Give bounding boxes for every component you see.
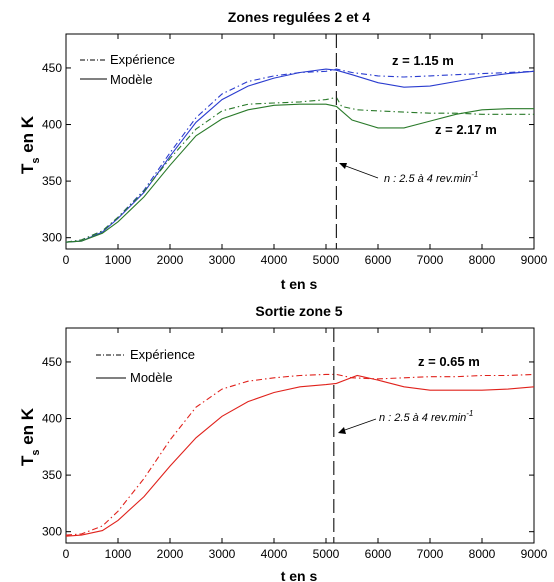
chart-panel-bottom: Sortie zone 5 t en s Ts en K 0 1000 2000 30…	[18, 303, 548, 582]
series-line-experience-2	[65, 96, 534, 243]
series-line-modele-1	[65, 374, 535, 537]
series-line-modele-1	[65, 68, 535, 243]
annotation-main: n : 2.5 à 4 rev.min	[379, 412, 466, 424]
annotation-arrow-line	[341, 418, 377, 432]
x-tick-label: 6000	[365, 253, 392, 267]
x-tick-label: 6000	[365, 547, 392, 561]
y-axis-label-unit: en K	[18, 115, 37, 157]
y-axis-label-unit: en K	[18, 407, 37, 449]
legend-label-experience: Expérience	[110, 52, 175, 67]
legend: Expérience Modèle	[80, 52, 175, 87]
y-tick-label: 450	[42, 355, 62, 369]
chart-title: Zones regulées 2 et 4	[228, 9, 371, 25]
y-tick-label: 400	[42, 118, 62, 132]
series-line-experience-0	[65, 373, 535, 536]
series-label-z065: z = 0.65 m	[418, 354, 480, 369]
annotation-text: n : 2.5 à 4 rev.min-1	[384, 170, 478, 185]
legend-label-experience: Expérience	[130, 347, 195, 362]
x-tick-label: 5000	[313, 253, 340, 267]
y-axis-label-subscript: s	[30, 158, 42, 164]
annotation-superscript: -1	[471, 170, 478, 179]
annotation-arrow-line	[342, 164, 379, 179]
x-tick-label: 2000	[157, 253, 184, 267]
y-tick-label: 350	[42, 468, 62, 482]
legend: Expérience Modèle	[96, 347, 195, 385]
x-tick-label: 4000	[261, 253, 288, 267]
series-label-z115: z = 1.15 m	[392, 53, 454, 68]
series-layer	[65, 373, 535, 537]
x-tick-label: 7000	[417, 253, 444, 267]
axis-ticks: 0 1000 2000 3000 4000 5000 6000 7000 8000 9000 300…	[42, 34, 548, 267]
series-label-z217: z = 2.17 m	[435, 122, 497, 137]
rpm-annotation: n : 2.5 à 4 rev.min-1	[339, 163, 478, 185]
annotation-text: n : 2.5 à 4 rev.min-1	[379, 409, 473, 424]
x-tick-label: 3000	[209, 547, 236, 561]
x-axis-label: t en s	[281, 276, 318, 292]
x-tick-label: 1000	[105, 547, 132, 561]
x-tick-label: 7000	[417, 547, 444, 561]
y-tick-label: 400	[42, 412, 62, 426]
x-tick-label: 9000	[521, 253, 548, 267]
x-tick-label: 5000	[313, 547, 340, 561]
x-tick-label: 8000	[469, 547, 496, 561]
y-tick-label: 350	[42, 174, 62, 188]
series-line-modele-3	[65, 103, 534, 243]
x-tick-label: 3000	[209, 253, 236, 267]
plot-frame	[65, 33, 535, 250]
arrow-head-icon	[339, 163, 347, 169]
chart-panel-top: Zones regulées 2 et 4 t en s Ts en K 0 10…	[18, 9, 548, 292]
annotation-main: n : 2.5 à 4 rev.min	[384, 173, 471, 185]
series-layer	[65, 68, 535, 243]
y-tick-label: 450	[42, 61, 62, 75]
y-tick-label: 300	[42, 231, 62, 245]
x-tick-label: 4000	[261, 547, 288, 561]
x-tick-label: 8000	[469, 253, 496, 267]
chart-title: Sortie zone 5	[255, 303, 342, 319]
y-axis-label: Ts en K	[18, 407, 42, 466]
arrow-head-icon	[338, 427, 346, 434]
y-axis-label-main: T	[18, 455, 37, 466]
legend-label-modele: Modèle	[110, 72, 153, 87]
plot-frame	[65, 327, 535, 544]
x-tick-label: 1000	[105, 253, 132, 267]
x-tick-label: 0	[63, 547, 70, 561]
y-axis-label-subscript: s	[30, 450, 42, 456]
legend-label-modele: Modèle	[130, 370, 173, 385]
rpm-annotation: n : 2.5 à 4 rev.min-1	[338, 409, 473, 434]
x-axis-label: t en s	[281, 568, 318, 582]
y-axis-label: Ts en K	[18, 115, 42, 174]
x-tick-label: 2000	[157, 547, 184, 561]
annotation-superscript: -1	[466, 409, 473, 418]
y-tick-label: 300	[42, 525, 62, 539]
x-tick-label: 0	[63, 253, 70, 267]
y-axis-label-main: T	[18, 163, 37, 174]
x-tick-label: 9000	[521, 547, 548, 561]
axis-ticks: 0 1000 2000 3000 4000 5000 6000 7000 8000 9000 300…	[42, 328, 548, 561]
